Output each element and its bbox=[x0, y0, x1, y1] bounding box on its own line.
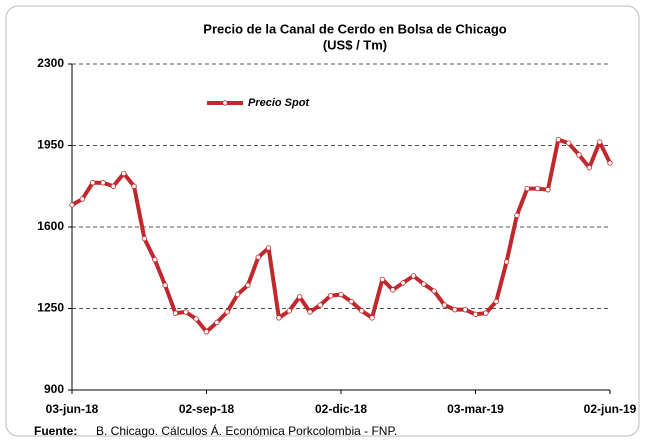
marker bbox=[400, 280, 406, 286]
marker bbox=[152, 256, 158, 263]
marker bbox=[110, 183, 117, 189]
marker bbox=[338, 291, 344, 298]
marker bbox=[369, 315, 375, 321]
marker bbox=[255, 254, 261, 260]
marker bbox=[390, 287, 396, 293]
marker bbox=[472, 311, 479, 318]
marker bbox=[483, 310, 489, 316]
marker bbox=[586, 164, 593, 171]
marker bbox=[348, 298, 355, 305]
marker bbox=[131, 183, 137, 189]
marker bbox=[493, 298, 499, 305]
marker bbox=[214, 319, 220, 326]
y-tick-label: 2300 bbox=[37, 56, 64, 70]
marker bbox=[503, 259, 510, 265]
chart-frame bbox=[5, 5, 640, 437]
chart-title: Precio de la Canal de Cerdo en Bolsa de … bbox=[203, 21, 506, 36]
marker bbox=[69, 202, 75, 208]
marker bbox=[514, 212, 520, 219]
y-tick-label: 1600 bbox=[37, 219, 64, 233]
marker bbox=[452, 306, 458, 313]
footnote-text: B. Chicago. Cálculos Á. Económica Porkco… bbox=[96, 423, 397, 438]
marker bbox=[183, 309, 189, 315]
marker bbox=[141, 235, 148, 242]
legend-label: Precio Spot bbox=[248, 97, 310, 109]
chart-subtitle: (US$ / Tm) bbox=[323, 37, 387, 52]
marker bbox=[89, 180, 96, 186]
x-tick-label: 02-dic-18 bbox=[315, 402, 367, 416]
y-tick-label: 1250 bbox=[37, 301, 64, 315]
marker bbox=[358, 308, 365, 314]
marker bbox=[172, 310, 179, 316]
marker bbox=[317, 302, 324, 308]
marker bbox=[121, 170, 127, 177]
marker bbox=[565, 140, 572, 146]
marker bbox=[462, 306, 468, 313]
marker bbox=[327, 292, 334, 299]
legend-marker bbox=[222, 100, 228, 106]
marker bbox=[286, 308, 292, 314]
x-tick-label: 03-jun-18 bbox=[46, 402, 99, 416]
marker bbox=[410, 273, 417, 279]
marker bbox=[576, 152, 582, 158]
marker bbox=[234, 291, 241, 298]
marker bbox=[524, 185, 530, 192]
marker bbox=[245, 282, 251, 288]
marker bbox=[307, 309, 313, 315]
marker bbox=[193, 316, 199, 322]
marker bbox=[431, 288, 437, 294]
marker bbox=[421, 281, 427, 287]
marker bbox=[545, 187, 551, 193]
marker bbox=[203, 329, 210, 335]
marker bbox=[296, 294, 303, 300]
y-tick-label: 1950 bbox=[37, 138, 64, 152]
marker bbox=[379, 276, 386, 283]
marker bbox=[607, 160, 613, 166]
marker bbox=[555, 136, 561, 143]
x-tick-label: 02-jun-19 bbox=[584, 402, 637, 416]
marker bbox=[224, 309, 230, 315]
marker bbox=[441, 302, 448, 308]
x-tick-label: 02-sep-18 bbox=[179, 402, 235, 416]
marker bbox=[596, 139, 603, 145]
marker bbox=[265, 245, 272, 251]
marker bbox=[162, 282, 168, 288]
x-tick-label: 03-mar-19 bbox=[447, 402, 504, 416]
marker bbox=[534, 185, 541, 192]
y-tick-label: 900 bbox=[44, 382, 64, 396]
marker bbox=[79, 196, 86, 202]
marker bbox=[276, 315, 282, 321]
marker bbox=[100, 180, 106, 186]
footnote-label: Fuente: bbox=[34, 424, 77, 438]
